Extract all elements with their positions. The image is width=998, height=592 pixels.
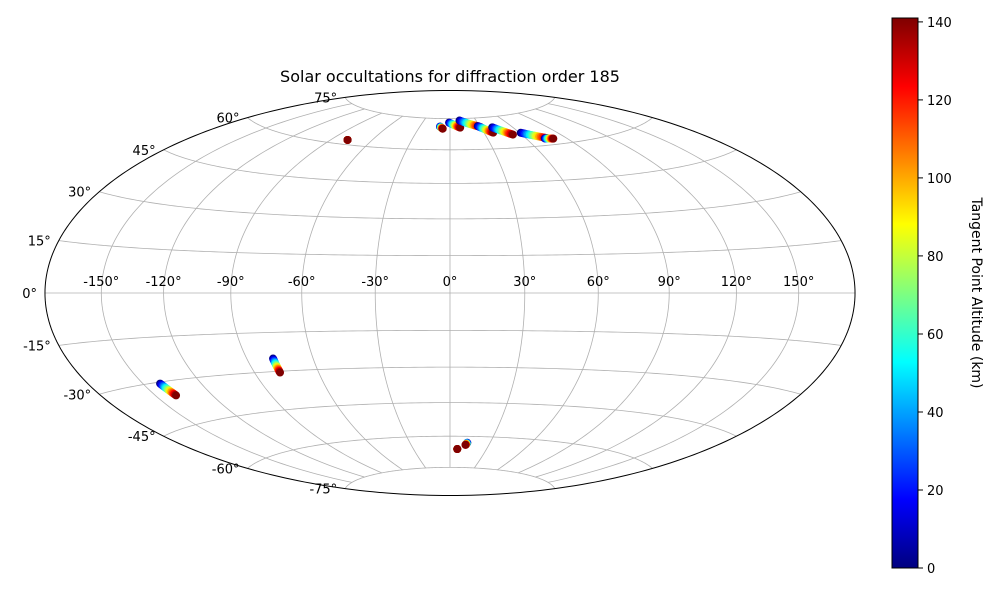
colorbar-tick-label: 60 <box>927 328 944 343</box>
lat-tick-label: 30° <box>68 186 91 201</box>
parallel-line <box>58 329 842 346</box>
colorbar-gradient <box>891 17 919 569</box>
lon-tick-label: 60° <box>587 275 610 290</box>
parallel-line <box>163 149 737 184</box>
lat-tick-label: -75° <box>309 483 337 498</box>
lon-tick-label: 30° <box>513 275 536 290</box>
chart-title: Solar occultations for diffraction order… <box>280 67 620 86</box>
parallel-line <box>99 191 801 220</box>
data-point <box>172 391 181 400</box>
data-point <box>453 445 462 454</box>
colorbar-ticks: 0 20 40 60 80 100 120 140 <box>918 16 952 577</box>
data-point <box>549 134 558 143</box>
lat-tick-label: 60° <box>216 112 239 127</box>
parallel-line <box>247 435 653 469</box>
lon-tick-label: -60° <box>288 275 316 290</box>
colorbar-tick-label: 40 <box>927 406 944 421</box>
colorbar-tick-label: 120 <box>927 94 952 109</box>
colorbar-label: Tangent Point Altitude (km) <box>968 196 984 388</box>
data-point <box>438 124 447 133</box>
lon-tick-label: -90° <box>217 275 245 290</box>
lon-tick-label: 0° <box>443 275 458 290</box>
lat-tick-label: 15° <box>28 235 51 250</box>
colorbar: 0 20 40 60 80 100 120 140 Tangent Point Altitud… <box>891 16 984 577</box>
lat-tick-label: -60° <box>212 462 240 477</box>
lat-tick-label: -30° <box>63 388 91 403</box>
parallel-line <box>99 366 801 395</box>
colorbar-tick-label: 0 <box>927 562 935 577</box>
lon-tick-label: 90° <box>658 275 681 290</box>
lon-tick-label: 120° <box>721 275 752 290</box>
lat-tick-label: -15° <box>23 339 51 354</box>
map-grid <box>44 89 856 497</box>
lat-tick-label: -45° <box>128 430 156 445</box>
lat-tick-label: 75° <box>314 91 337 106</box>
parallel-line <box>344 97 556 120</box>
colorbar-tick-label: 100 <box>927 172 952 187</box>
parallel-line <box>163 402 737 437</box>
lon-tick-label: -120° <box>146 275 182 290</box>
lon-tick-label: 150° <box>783 275 814 290</box>
parallel-line <box>58 240 842 257</box>
parallel-line <box>247 117 653 151</box>
lat-tick-label: 45° <box>133 144 156 159</box>
colorbar-tick-label: 140 <box>927 16 952 31</box>
colorbar-tick-label: 80 <box>927 250 944 265</box>
data-points <box>156 116 558 454</box>
lon-tick-label: -150° <box>83 275 119 290</box>
lat-tick-label: 0° <box>22 287 37 302</box>
map-boundary <box>44 89 856 497</box>
data-point <box>461 440 470 449</box>
colorbar-tick-label: 20 <box>927 484 944 499</box>
map-tick-labels: -150° -120° -90° -60° -30° 0° 30° 60° 90° 120° 150… <box>22 91 814 497</box>
data-point <box>343 135 352 144</box>
data-point <box>508 130 517 139</box>
lon-tick-label: -30° <box>361 275 389 290</box>
parallel-line <box>344 466 556 489</box>
data-point <box>276 368 285 377</box>
